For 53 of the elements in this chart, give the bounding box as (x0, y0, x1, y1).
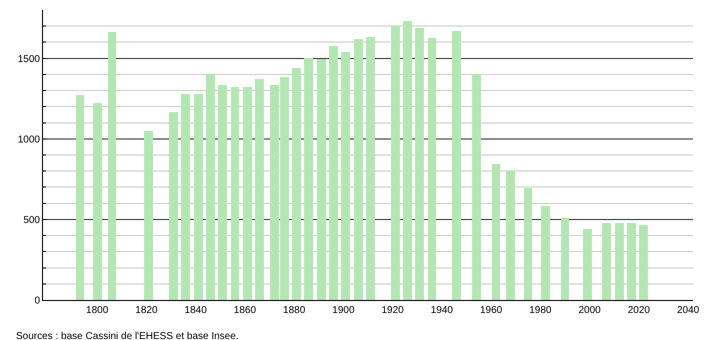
bar (206, 74, 215, 300)
bar (243, 87, 252, 300)
bar (317, 59, 326, 300)
x-tick-label: 1860 (234, 305, 256, 316)
bar (541, 206, 550, 300)
x-tick-label: 1980 (529, 305, 552, 316)
x-tick-label: 2040 (676, 305, 700, 316)
bar (354, 39, 363, 300)
x-tick-label: 1900 (332, 305, 355, 316)
source-note: Sources : base Cassini de l'EHESS et base Insee. (16, 331, 239, 340)
bar (472, 74, 481, 300)
bar (639, 225, 648, 300)
bar (218, 85, 227, 300)
bar (231, 87, 239, 300)
bar (304, 58, 313, 300)
y-tick-label: 1000 (18, 134, 40, 146)
x-tick-label: 1880 (283, 305, 306, 316)
y-tick-label: 1500 (18, 54, 40, 65)
x-tick-label: 1920 (381, 305, 404, 316)
bar (492, 164, 500, 300)
x-tick-label: 1820 (135, 305, 158, 316)
bar (144, 131, 153, 300)
bar (391, 26, 400, 300)
bar (627, 223, 636, 300)
x-tick-label: 1960 (480, 305, 503, 316)
bar (403, 21, 412, 300)
bar (108, 32, 116, 300)
bar (583, 229, 592, 300)
y-tick-label: 500 (23, 214, 40, 226)
x-tick-label: 2020 (628, 305, 650, 316)
x-tick-label: 1800 (86, 305, 109, 316)
bar (255, 79, 264, 300)
bar (329, 46, 338, 300)
bar (561, 218, 569, 300)
bar (366, 37, 375, 300)
x-tick-label: 1840 (184, 305, 208, 316)
bar (341, 52, 350, 300)
bar (602, 223, 611, 300)
bar (524, 188, 532, 300)
bar (181, 94, 190, 300)
y-tick-label: 0 (34, 296, 40, 306)
x-tick-label: 1940 (430, 305, 454, 316)
bar (169, 112, 178, 300)
bar (428, 38, 436, 300)
x-tick-label: 2000 (578, 305, 602, 316)
bar (76, 95, 84, 300)
bar (415, 28, 424, 300)
bar (292, 68, 301, 300)
bar (194, 94, 203, 300)
bar (452, 31, 461, 300)
bar (615, 223, 624, 300)
bar (93, 103, 102, 300)
bar (506, 171, 515, 300)
